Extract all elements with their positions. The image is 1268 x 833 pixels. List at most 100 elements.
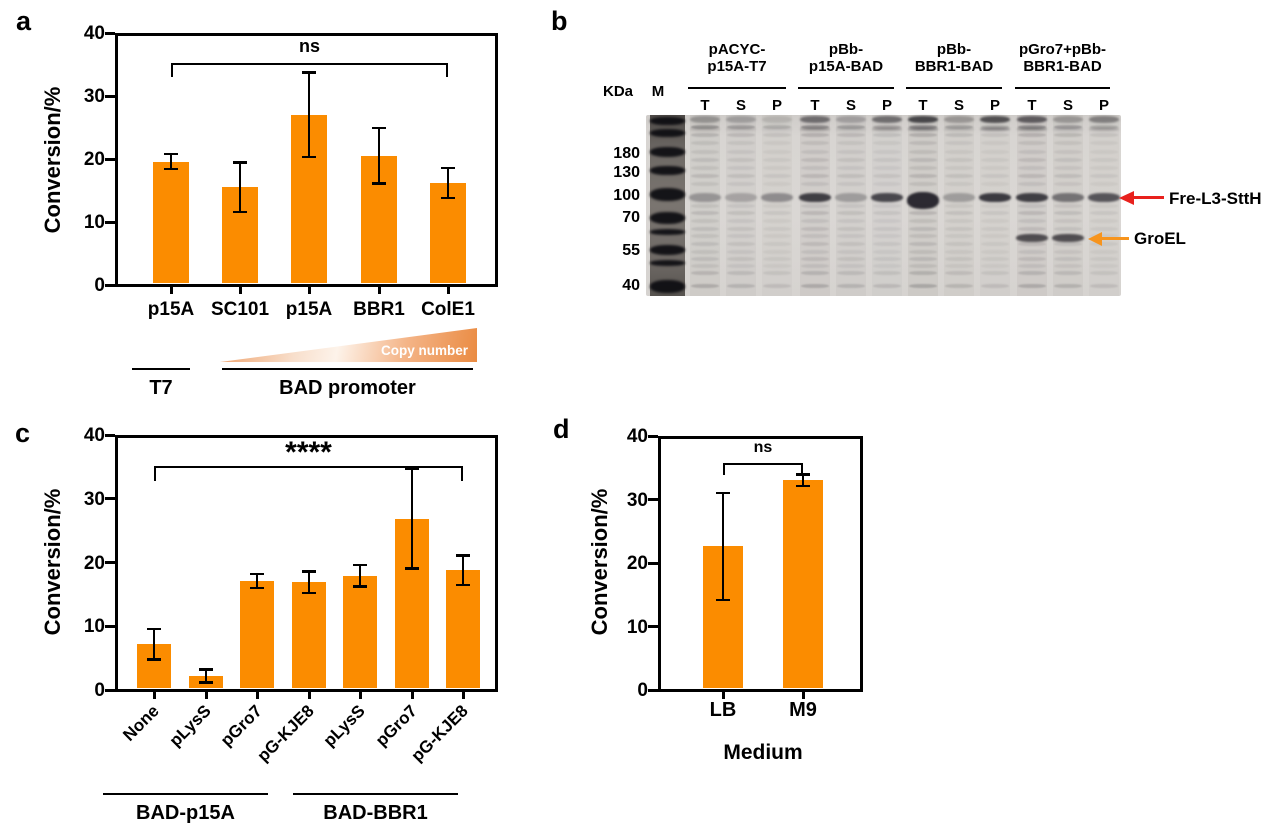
fre-l3-stth-arrow-head [1119, 190, 1134, 205]
gel-band [801, 250, 829, 254]
gel-band [909, 166, 937, 170]
gel-group-header: pGro7+pBb- BBR1-BAD [973, 41, 1153, 75]
x-tick [169, 285, 173, 294]
gel-band [945, 264, 973, 268]
gel-band [801, 141, 829, 145]
gel-band [801, 234, 829, 238]
gel-band [909, 133, 937, 137]
group-label: BAD-BBR1 [323, 802, 428, 824]
y-tick [105, 94, 115, 98]
gel-band [727, 182, 755, 186]
y-tick [105, 31, 115, 35]
error-bar-cap-top [302, 570, 316, 573]
x-category-label: ColE1 [421, 299, 475, 320]
gel-band [1018, 166, 1046, 170]
gel-group-header-line1: pBb- [936, 41, 972, 58]
gel-band-top-smear [1089, 116, 1119, 123]
gel-band [1054, 133, 1082, 137]
x-category-label: p15A [147, 299, 195, 320]
error-bar-cap-bottom [147, 658, 161, 661]
gel-band [873, 133, 901, 137]
gel-band [763, 227, 791, 231]
group-underline [293, 793, 458, 796]
gel-band [873, 182, 901, 186]
gel-band-top-smear2 [726, 127, 756, 131]
fre-l3-stth-label: Fre-L3-SttH [1169, 189, 1262, 208]
gel-band [1090, 284, 1118, 288]
gel-band [727, 264, 755, 268]
gel-band [1054, 227, 1082, 231]
error-bar-cap-top [405, 467, 419, 471]
x-category-label: BBR1 [353, 299, 405, 320]
gel-band-fre-l3-stth [1016, 193, 1048, 202]
gel-band [981, 227, 1009, 231]
gel-band [873, 174, 901, 178]
gel-band [873, 227, 901, 231]
gel-band [981, 271, 1009, 275]
x-tick [801, 690, 805, 699]
gel-band [1090, 174, 1118, 178]
group-label: T7 [149, 377, 173, 399]
y-tick-label: 0 [94, 680, 105, 701]
gel-band [691, 150, 719, 154]
gel-band [727, 234, 755, 238]
gel-band [981, 182, 1009, 186]
gel-lane-T-group2 [800, 115, 830, 296]
gel-band [691, 204, 719, 208]
gel-band [837, 234, 865, 238]
gel-band [909, 242, 937, 246]
gel-band-top-smear2 [762, 127, 792, 131]
gel-band [727, 257, 755, 261]
gel-group-header-line1: pBb- [828, 41, 864, 58]
gel-band [691, 227, 719, 231]
copy-number-label: Copy number [380, 342, 468, 358]
gel-band [873, 211, 901, 215]
gel-band [945, 133, 973, 137]
gel-band [909, 257, 937, 261]
gel-band-fre-l3-stth [1052, 193, 1084, 202]
y-tick [105, 283, 115, 287]
gel-band-fre-l3-stth [943, 193, 975, 202]
gel-marker-band [650, 117, 685, 125]
x-tick [204, 690, 208, 699]
x-category-label: pG-KJE8 [253, 701, 318, 766]
error-bar-cap-bottom [405, 566, 419, 570]
gel-band [801, 242, 829, 246]
gel-band [1054, 250, 1082, 254]
gel-band [837, 227, 865, 231]
gel-band [837, 141, 865, 145]
gel-band [1090, 219, 1118, 223]
gel-band [727, 141, 755, 145]
gel-band [837, 174, 865, 178]
gel-band [691, 257, 719, 261]
gel-lane-header: P [1098, 97, 1109, 114]
gel-band [909, 158, 937, 162]
significance-bracket-line [154, 466, 463, 468]
gel-band-top-smear2 [1053, 127, 1083, 131]
gel-band [691, 271, 719, 275]
gel-lane-P-group2 [872, 115, 902, 296]
error-bar-cap-bottom [796, 484, 810, 488]
significance-bracket-tick [801, 463, 803, 475]
gel-band-top-smear2 [690, 127, 720, 131]
gel-band [801, 204, 829, 208]
gel-band [1054, 182, 1082, 186]
gel-band [801, 227, 829, 231]
error-bar-cap-bottom [302, 155, 316, 159]
gel-band [945, 125, 973, 129]
gel-band [1090, 211, 1118, 215]
gel-band [981, 166, 1009, 170]
gel-band-top-smear [690, 116, 720, 123]
gel-band [837, 182, 865, 186]
gel-band [981, 211, 1009, 215]
gel-band [873, 271, 901, 275]
gel-band [1054, 125, 1082, 129]
gel-band [981, 284, 1009, 288]
gel-lane-P-group3 [980, 115, 1010, 296]
gel-band-top-smear2 [980, 127, 1010, 131]
gel-band [1090, 158, 1118, 162]
gel-band [981, 150, 1009, 154]
gel-band [801, 158, 829, 162]
gel-group-header-line2: p15A-BAD [808, 58, 884, 75]
